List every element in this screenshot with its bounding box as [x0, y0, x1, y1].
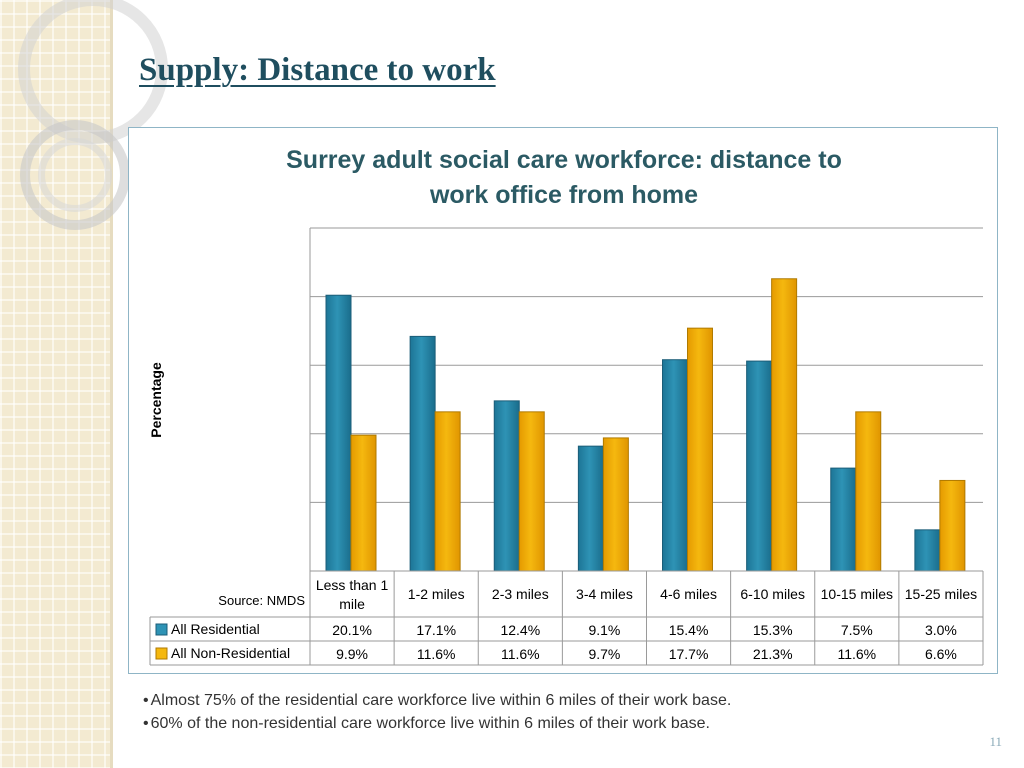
- chart-svg: Surrey adult social care workforce: dist…: [148, 146, 984, 666]
- bar-residential: [830, 467, 857, 572]
- data-table-value: 3.0%: [925, 622, 957, 638]
- legend-swatch-non-residential: [155, 647, 168, 660]
- bar-non-residential: [350, 434, 377, 572]
- x-tick-label: 3-4 miles: [576, 586, 633, 602]
- x-tick-label: 1-2 miles: [408, 586, 465, 602]
- bar-residential: [914, 529, 941, 572]
- data-table-value: 9.1%: [588, 622, 620, 638]
- chart-title: Surrey adult social care workforce: dist…: [286, 146, 842, 174]
- data-table-value: 9.7%: [588, 646, 620, 662]
- bullet-item: Almost 75% of the residential care workf…: [143, 689, 732, 712]
- x-tick-label: 15-25 miles: [905, 586, 977, 602]
- bullet-text: Almost 75% of the residential care workf…: [150, 692, 732, 709]
- legend-swatch-residential: [155, 623, 168, 636]
- data-table-value: 21.3%: [753, 646, 793, 662]
- data-table-value: 20.1%: [332, 622, 372, 638]
- data-table-value: 17.1%: [416, 622, 456, 638]
- x-tick-label-line: mile: [339, 596, 365, 612]
- y-axis-label: Percentage: [148, 362, 164, 438]
- data-table-value: 11.6%: [417, 646, 456, 662]
- bar-residential: [409, 335, 436, 572]
- chart-title: work office from home: [429, 181, 698, 209]
- page-number: 11: [989, 734, 1002, 749]
- x-tick-label: 6-10 miles: [740, 586, 805, 602]
- x-tick-label: Less than 1 mile: [316, 577, 389, 612]
- bar-non-residential: [855, 411, 882, 572]
- bullet-text: 60% of the non-residential care workforc…: [150, 715, 710, 732]
- bar-non-residential: [518, 411, 545, 572]
- x-tick-label-line: Less than 1: [316, 577, 389, 593]
- bar-non-residential: [939, 479, 966, 572]
- data-table-value: 9.9%: [336, 646, 368, 662]
- data-table-value: 15.4%: [669, 622, 709, 638]
- source-label: Source: NMDS: [218, 593, 305, 608]
- bar-non-residential: [434, 411, 461, 572]
- data-table-value: 11.6%: [501, 646, 540, 662]
- bar-residential: [746, 360, 773, 572]
- decorative-ring: [38, 138, 112, 212]
- bar-residential: [493, 400, 520, 572]
- chart-frame: Surrey adult social care workforce: dist…: [128, 127, 998, 674]
- bar-residential: [662, 359, 688, 572]
- decorative-ring: [20, 120, 130, 230]
- x-tick-label: 4-6 miles: [660, 586, 717, 602]
- data-table-value: 12.4%: [500, 622, 540, 638]
- data-table-value: 7.5%: [841, 622, 873, 638]
- data-table-value: 11.6%: [837, 646, 876, 662]
- bar-residential: [577, 445, 604, 572]
- bar-non-residential: [602, 437, 629, 572]
- x-tick-label: 2-3 miles: [492, 586, 549, 602]
- x-tick-label: 10-15 miles: [821, 586, 893, 602]
- data-table-value: 6.6%: [925, 646, 957, 662]
- bullet-item: 60% of the non-residential care workforc…: [143, 712, 731, 735]
- bar-non-residential: [771, 278, 798, 572]
- legend-label: All Residential: [171, 621, 260, 637]
- data-table-value: 17.7%: [669, 646, 709, 662]
- bar-residential: [325, 294, 352, 572]
- slide-title: Supply: Distance to work: [139, 52, 496, 88]
- legend-label: All Non-Residential: [171, 645, 290, 661]
- data-table-value: 15.3%: [753, 622, 793, 638]
- bar-non-residential: [687, 327, 713, 572]
- bullet-list: Almost 75% of the residential care workf…: [143, 689, 732, 735]
